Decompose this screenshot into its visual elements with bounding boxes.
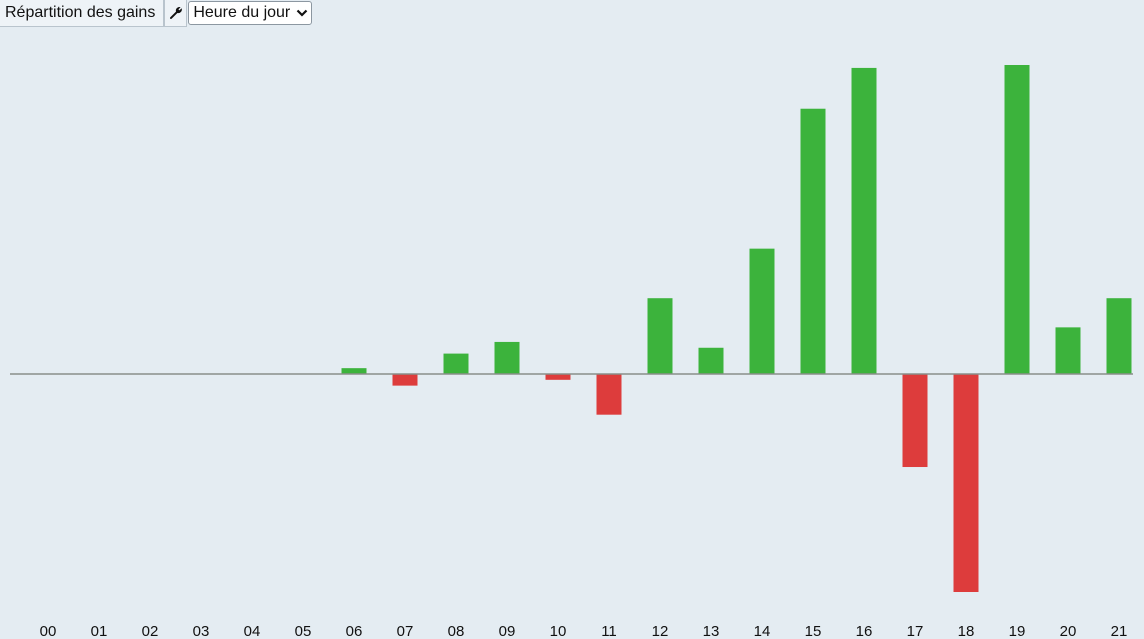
x-tick-label: 21 <box>1111 623 1128 639</box>
bar-21 <box>1106 298 1132 374</box>
bar-08 <box>443 353 469 374</box>
x-tick-label: 01 <box>91 623 108 639</box>
bar-16 <box>851 67 877 374</box>
x-tick-label: 17 <box>907 623 924 639</box>
x-tick-label: 00 <box>40 623 57 639</box>
bar-06 <box>341 368 367 374</box>
settings-button[interactable] <box>164 0 188 27</box>
bar-18 <box>953 374 979 592</box>
bar-13 <box>698 347 724 374</box>
wrench-icon <box>169 6 183 20</box>
bar-11 <box>596 374 622 415</box>
x-tick-labels: 00 01 02 03 04 05 06 07 08 09 10 11 12 13 14 15 16 17 18 19… <box>40 623 1128 639</box>
bar-19 <box>1004 65 1030 374</box>
x-tick-label: 03 <box>193 623 210 639</box>
chart-toolbar: Répartition des gains Heure du jour <box>0 0 313 28</box>
bar-15 <box>800 108 826 375</box>
bar-20 <box>1055 327 1081 374</box>
x-tick-label: 05 <box>295 623 312 639</box>
bar-09 <box>494 341 520 374</box>
x-tick-label: 12 <box>652 623 669 639</box>
x-tick-label: 16 <box>856 623 873 639</box>
x-tick-label: 10 <box>550 623 567 639</box>
x-tick-label: 18 <box>958 623 975 639</box>
x-tick-label: 02 <box>142 623 159 639</box>
x-tick-label: 15 <box>805 623 822 639</box>
x-tick-label: 09 <box>499 623 516 639</box>
bar-14 <box>749 248 775 374</box>
bar-10 <box>545 374 571 380</box>
bar-07 <box>392 374 418 386</box>
period-select-value: Heure du jour <box>193 4 291 21</box>
chevron-down-icon <box>296 8 308 18</box>
x-tick-label: 13 <box>703 623 720 639</box>
x-tick-label: 08 <box>448 623 465 639</box>
x-tick-label: 19 <box>1009 623 1026 639</box>
x-tick-label: 20 <box>1060 623 1077 639</box>
period-select[interactable]: Heure du jour <box>188 1 313 25</box>
x-tick-label: 07 <box>397 623 414 639</box>
x-tick-label: 11 <box>601 623 617 639</box>
bar-17 <box>902 374 928 468</box>
x-tick-label: 14 <box>754 623 771 639</box>
x-tick-label: 06 <box>346 623 363 639</box>
bars-group <box>341 65 1132 592</box>
x-tick-label: 04 <box>244 623 261 639</box>
chart-title: Répartition des gains <box>0 0 165 27</box>
bar-12 <box>647 298 673 374</box>
